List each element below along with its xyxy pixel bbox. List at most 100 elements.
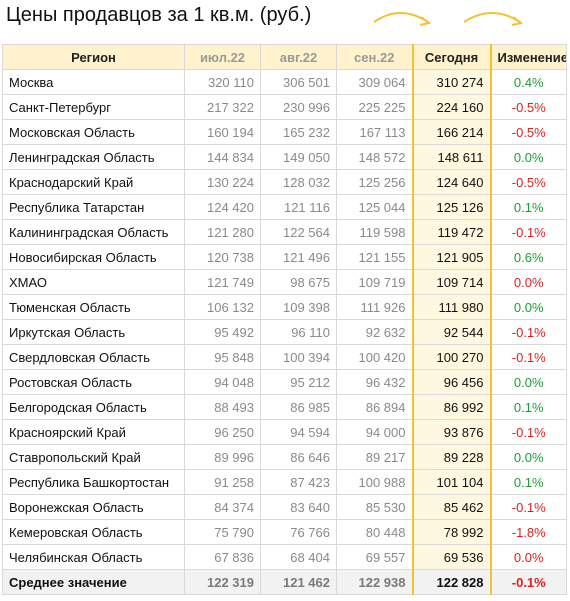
- cell-aug: 149 050: [260, 144, 337, 170]
- cell-change: -0.1%: [490, 419, 567, 445]
- cell-jul: 106 132: [184, 294, 261, 320]
- cell-today: 85 462: [411, 494, 492, 520]
- cell-change: 0.0%: [490, 294, 567, 320]
- cell-today: 89 228: [411, 444, 492, 470]
- cell-change: -0.1%: [490, 344, 567, 370]
- cell-aug: 86 985: [260, 394, 337, 420]
- cell-jul: 96 250: [184, 419, 261, 445]
- table-row: Воронежская Область 84 374 83 640 85 530 85 …: [2, 494, 567, 520]
- header-aug: авг.22: [260, 44, 337, 70]
- cell-sep: 148 572: [336, 144, 413, 170]
- table-row: Свердловская Область 95 848 100 394 100 420…: [2, 344, 567, 370]
- table-row: Республика Башкортостан 91 258 87 423 100 9…: [2, 469, 567, 495]
- cell-aug: 68 404: [260, 544, 337, 570]
- cell-region: Среднее значение: [2, 569, 185, 595]
- table-row: Кемеровская Область 75 790 76 766 80 448 78 …: [2, 519, 567, 545]
- prices-table: Регион июл.22 авг.22 сен.22 Сегодня Изме…: [2, 44, 567, 595]
- cell-aug: 96 110: [260, 319, 337, 345]
- table-row: Москва 320 110 306 501 309 064 310 274 0.4%: [2, 69, 567, 95]
- cell-today: 93 876: [411, 419, 492, 445]
- cell-sep: 125 044: [336, 194, 413, 220]
- cell-sep: 100 988: [336, 469, 413, 495]
- table-row: Ростовская Область 94 048 95 212 96 432 96 4…: [2, 369, 567, 395]
- cell-region: Челябинская Область: [2, 544, 185, 570]
- header-change: Изменение: [490, 44, 567, 70]
- cell-jul: 217 322: [184, 94, 261, 120]
- curved-arrow-icon: [373, 12, 429, 23]
- table-row: Ставропольский Край 89 996 86 646 89 217 89 …: [2, 444, 567, 470]
- cell-today: 121 905: [411, 244, 492, 270]
- table-row: Краснодарский Край 130 224 128 032 125 256 1…: [2, 169, 567, 195]
- cell-jul: 320 110: [184, 69, 261, 95]
- cell-region: Свердловская Область: [2, 344, 185, 370]
- cell-region: Белгородская Область: [2, 394, 185, 420]
- cell-sep: 225 225: [336, 94, 413, 120]
- page-title: Цены продавцов за 1 кв.м. (руб.): [6, 4, 312, 26]
- arrowhead-icon: [419, 16, 432, 26]
- cell-jul: 124 420: [184, 194, 261, 220]
- cell-sep: 309 064: [336, 69, 413, 95]
- cell-change: -0.1%: [490, 219, 567, 245]
- cell-aug: 306 501: [260, 69, 337, 95]
- cell-sep: 92 632: [336, 319, 413, 345]
- cell-sep: 167 113: [336, 119, 413, 145]
- cell-today: 166 214: [411, 119, 492, 145]
- cell-change: 0.4%: [490, 69, 567, 95]
- cell-region: Краснодарский Край: [2, 169, 185, 195]
- cell-aug: 121 116: [260, 194, 337, 220]
- cell-region: Москва: [2, 69, 185, 95]
- cell-jul: 144 834: [184, 144, 261, 170]
- cell-change: 0.0%: [490, 269, 567, 295]
- table-row: Санкт-Петербург 217 322 230 996 225 225 224 …: [2, 94, 567, 120]
- cell-change: -0.5%: [490, 94, 567, 120]
- cell-sep: 119 598: [336, 219, 413, 245]
- cell-jul: 75 790: [184, 519, 261, 545]
- cell-change: 0.6%: [490, 244, 567, 270]
- cell-sep: 86 894: [336, 394, 413, 420]
- header-row: Регион июл.22 авг.22 сен.22 Сегодня Изме…: [2, 44, 567, 70]
- cell-sep: 122 938: [336, 569, 413, 595]
- cell-change: -0.1%: [490, 569, 567, 595]
- cell-sep: 100 420: [336, 344, 413, 370]
- cell-sep: 85 530: [336, 494, 413, 520]
- table-row: Тюменская Область 106 132 109 398 111 926 11…: [2, 294, 567, 320]
- cell-region: Московская Область: [2, 119, 185, 145]
- table-row: Калининградская Область 121 280 122 564 119…: [2, 219, 567, 245]
- cell-today: 69 536: [411, 544, 492, 570]
- cell-aug: 87 423: [260, 469, 337, 495]
- cell-today: 125 126: [411, 194, 492, 220]
- cell-jul: 130 224: [184, 169, 261, 195]
- cell-jul: 121 280: [184, 219, 261, 245]
- cell-today: 109 714: [411, 269, 492, 295]
- arrowhead-icon: [511, 16, 524, 26]
- cell-jul: 121 749: [184, 269, 261, 295]
- cell-jul: 67 836: [184, 544, 261, 570]
- cell-today: 148 611: [411, 144, 492, 170]
- cell-region: Ленинградская Область: [2, 144, 185, 170]
- cell-aug: 98 675: [260, 269, 337, 295]
- cell-jul: 122 319: [184, 569, 261, 595]
- cell-region: Тюменская Область: [2, 294, 185, 320]
- cell-jul: 120 738: [184, 244, 261, 270]
- cell-jul: 88 493: [184, 394, 261, 420]
- cell-sep: 109 719: [336, 269, 413, 295]
- table-row: Красноярский Край 96 250 94 594 94 000 93 87…: [2, 419, 567, 445]
- cell-region: Ростовская Область: [2, 369, 185, 395]
- cell-jul: 91 258: [184, 469, 261, 495]
- cell-today: 86 992: [411, 394, 492, 420]
- curved-arrow-icon: [463, 12, 521, 23]
- cell-aug: 165 232: [260, 119, 337, 145]
- header-jul: июл.22: [184, 44, 261, 70]
- cell-change: 0.0%: [490, 144, 567, 170]
- cell-aug: 230 996: [260, 94, 337, 120]
- cell-region: Иркутская Область: [2, 319, 185, 345]
- cell-region: Ставропольский Край: [2, 444, 185, 470]
- table-body: Москва 320 110 306 501 309 064 310 274 0.4% Са…: [2, 69, 567, 595]
- cell-change: 0.0%: [490, 369, 567, 395]
- cell-aug: 122 564: [260, 219, 337, 245]
- cell-aug: 95 212: [260, 369, 337, 395]
- cell-aug: 100 394: [260, 344, 337, 370]
- cell-sep: 111 926: [336, 294, 413, 320]
- table-row: Белгородская Область 88 493 86 985 86 894 86…: [2, 394, 567, 420]
- cell-region: Воронежская Область: [2, 494, 185, 520]
